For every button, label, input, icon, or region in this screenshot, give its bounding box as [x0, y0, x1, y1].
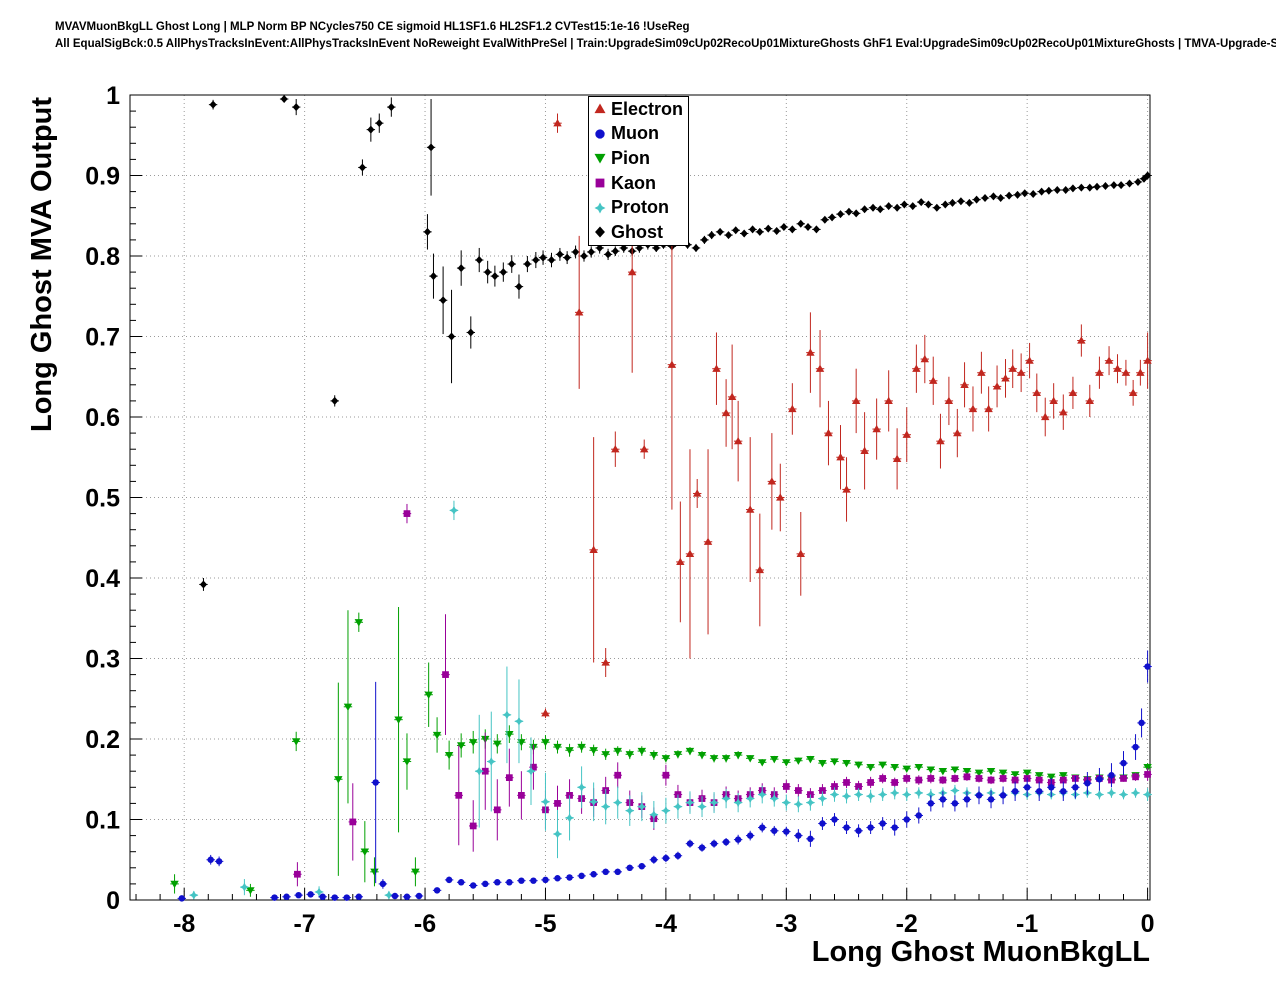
- legend-label-muon: Muon: [611, 123, 659, 144]
- svg-text:0.6: 0.6: [85, 404, 120, 432]
- svg-text:0.4: 0.4: [85, 565, 120, 593]
- svg-text:-6: -6: [414, 910, 436, 938]
- y-axis-title: Long Ghost MVA Output: [26, 96, 58, 432]
- svg-text:0.5: 0.5: [85, 485, 120, 513]
- legend-label-kaon: Kaon: [611, 172, 656, 193]
- svg-text:1: 1: [106, 82, 120, 110]
- svg-text:0.8: 0.8: [85, 243, 120, 271]
- kaon-marker-icon: [595, 178, 605, 188]
- legend-label-pion: Pion: [611, 147, 650, 168]
- legend-entry-electron: Electron: [589, 97, 688, 122]
- svg-text:-4: -4: [655, 910, 677, 938]
- pion-marker-icon: [594, 154, 606, 164]
- legend-entry-muon: Muon: [589, 122, 688, 147]
- svg-text:0: 0: [106, 887, 120, 915]
- svg-text:-8: -8: [173, 910, 195, 938]
- svg-text:-1: -1: [1016, 910, 1038, 938]
- svg-text:0.9: 0.9: [85, 163, 120, 191]
- legend-label-ghost: Ghost: [611, 221, 663, 242]
- legend-entry-proton: Proton: [589, 195, 688, 220]
- legend-label-electron: Electron: [611, 98, 684, 119]
- svg-text:0.1: 0.1: [85, 807, 120, 835]
- svg-text:0: 0: [1141, 910, 1155, 938]
- proton-marker-icon: [594, 202, 606, 214]
- svg-text:0.3: 0.3: [85, 646, 120, 674]
- svg-text:0.2: 0.2: [85, 726, 120, 754]
- x-axis-title: Long Ghost MuonBkgLL: [811, 936, 1150, 968]
- legend: Electron Muon Pion Kaon Proton Ghost: [588, 96, 689, 246]
- svg-text:-3: -3: [775, 910, 797, 938]
- legend-entry-pion: Pion: [589, 146, 688, 171]
- svg-text:-2: -2: [896, 910, 918, 938]
- plot-config-line-2: All EqualSigBck:0.5 AllPhysTracksInEvent…: [55, 38, 1276, 50]
- legend-label-proton: Proton: [611, 197, 669, 218]
- ghost-marker-icon: [595, 226, 605, 238]
- svg-text:-7: -7: [293, 910, 315, 938]
- plot-config-line-1: MVAVMuonBkgLL Ghost Long | MLP Norm BP N…: [55, 21, 690, 33]
- svg-text:0.7: 0.7: [85, 324, 120, 352]
- electron-marker-icon: [594, 103, 606, 114]
- muon-marker-icon: [595, 129, 605, 139]
- legend-entry-kaon: Kaon: [589, 171, 688, 196]
- legend-entry-ghost: Ghost: [589, 220, 688, 245]
- svg-text:-5: -5: [534, 910, 556, 938]
